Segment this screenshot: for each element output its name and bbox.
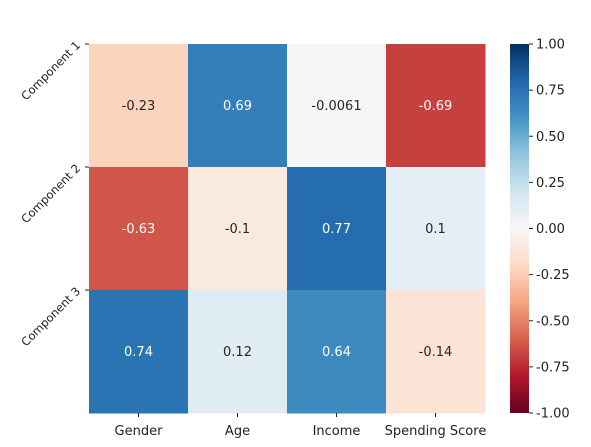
heatmap-cell — [89, 290, 189, 414]
colorbar-tick-label: -0.75 — [536, 360, 570, 375]
heatmap-cell — [287, 44, 387, 168]
cell-value-label: 0.12 — [223, 345, 252, 360]
cell-value-label: -0.69 — [419, 99, 453, 114]
y-tick-label: Component 3 — [18, 284, 83, 349]
x-tick-label: Spending Score — [385, 424, 487, 439]
heatmap-cell — [386, 44, 486, 168]
cell-value-label: -0.63 — [122, 222, 156, 237]
heatmap-cell — [89, 44, 189, 168]
colorbar-tick-label: -0.25 — [536, 268, 570, 283]
cell-value-label: 0.1 — [425, 222, 446, 237]
y-tick-label: Component 2 — [18, 161, 83, 226]
colorbar-tick-label: 1.00 — [536, 38, 565, 53]
colorbar-tick-label: 0.00 — [536, 222, 565, 237]
x-tick-label: Gender — [115, 424, 164, 439]
heatmap-cell — [287, 290, 387, 414]
heatmap-cell — [287, 167, 387, 291]
colorbar-gradient — [510, 44, 529, 413]
x-axis: Gender Age Income Spending Score — [115, 413, 487, 439]
cell-value-label: -0.1 — [225, 222, 250, 237]
y-axis: Component 1 Component 2 Component 3 — [18, 38, 89, 349]
y-tick-label: Component 1 — [18, 38, 83, 103]
heatmap-cell — [386, 167, 486, 291]
cell-value-label: -0.14 — [419, 345, 453, 360]
heatmap-cells: -0.23 0.69 -0.0061 -0.69 -0.63 -0.1 0.77 0.1 0.7… — [89, 44, 486, 414]
cell-value-label: 0.64 — [322, 345, 351, 360]
colorbar-tick-label: 0.50 — [536, 130, 565, 145]
cell-value-label: -0.0061 — [311, 99, 361, 114]
colorbar: -1.00 -0.75 -0.50 -0.25 0.00 0.25 0.50 0.75 1.00 — [510, 38, 570, 422]
heatmap-cell — [188, 44, 288, 168]
heatmap-cell — [188, 167, 288, 291]
colorbar-tick-label: 0.75 — [536, 84, 565, 99]
heatmap-cell — [386, 290, 486, 414]
cell-value-label: -0.23 — [122, 99, 156, 114]
x-tick-label: Income — [313, 424, 361, 439]
colorbar-tick-label: 0.25 — [536, 176, 565, 191]
cell-value-label: 0.74 — [124, 345, 153, 360]
heatmap-cell — [188, 290, 288, 414]
cell-value-label: 0.77 — [322, 222, 351, 237]
colorbar-tick-label: -1.00 — [536, 407, 570, 422]
x-tick-label: Age — [225, 424, 250, 439]
cell-value-label: 0.69 — [223, 99, 252, 114]
heatmap-cell — [89, 167, 189, 291]
colorbar-tick-label: -0.50 — [536, 314, 570, 329]
